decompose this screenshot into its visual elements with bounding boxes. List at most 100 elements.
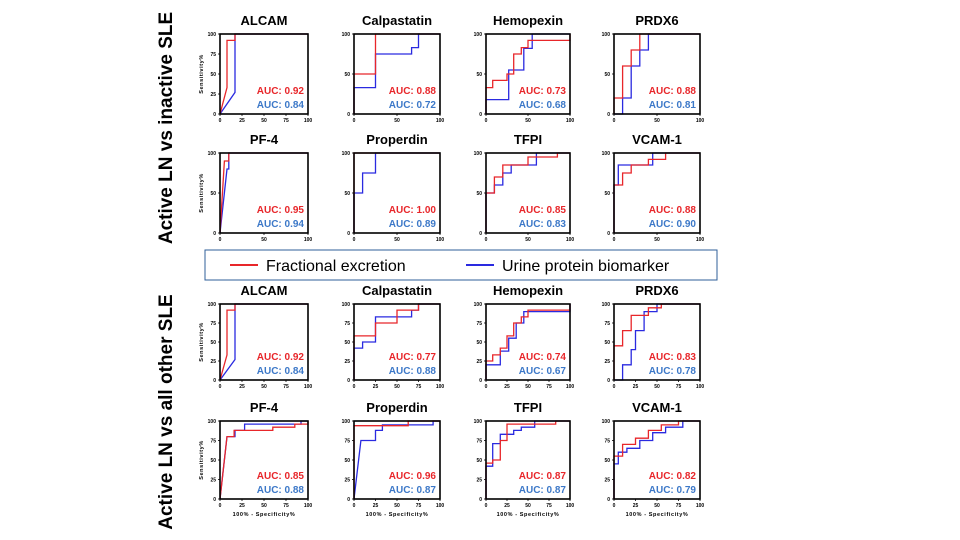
- roc-panel: Calpastatin 0 25 50 75 100 0 25 50 75 100 AUC: 0.77…: [342, 283, 445, 390]
- x-tick-label: 50: [261, 384, 267, 390]
- x-tick-label: 50: [261, 237, 267, 243]
- roc-panel: Properdin 0 50 100 0 50 100 AUC: 1.00 AUC: 0.89: [342, 132, 445, 243]
- roc-curve-urine-protein: [614, 33, 700, 115]
- auc-blue-label: AUC: 0.72: [389, 100, 437, 111]
- roc-panel: PF-4 0 25 50 75 100 0 25 50 75 100 AUC: 0.85 AUC: 0.…: [199, 400, 312, 518]
- roc-curve-urine-protein: [353, 33, 440, 114]
- auc-blue-label: AUC: 0.90: [649, 219, 697, 230]
- x-tick-label: 100: [436, 384, 445, 390]
- x-tick-label: 50: [654, 237, 660, 243]
- y-tick-label: 50: [604, 191, 610, 197]
- legend-red-label: Fractional excretion: [266, 258, 406, 275]
- x-tick-label: 0: [219, 503, 222, 509]
- auc-blue-label: AUC: 0.78: [649, 366, 697, 377]
- x-tick-label: 0: [219, 237, 222, 243]
- x-tick-label: 0: [353, 118, 356, 124]
- panel-title: ALCAM: [241, 13, 288, 28]
- auc-blue-label: AUC: 0.87: [519, 485, 567, 496]
- y-tick-label: 75: [476, 438, 482, 444]
- roc-panel: Hemopexin 0 50 100 0 50 100 AUC: 0.73 AUC: 0.68: [474, 13, 575, 124]
- panel-title: PRDX6: [635, 13, 678, 28]
- y-tick-label: 100: [342, 32, 351, 38]
- y-tick-label: 100: [208, 419, 217, 425]
- panel-title: Calpastatin: [362, 13, 432, 28]
- roc-panel: Hemopexin 0 25 50 75 100 0 25 50 75 100 AUC: 0.74 AU…: [474, 283, 575, 390]
- x-tick-label: 25: [373, 384, 379, 390]
- auc-blue-label: AUC: 0.88: [389, 366, 437, 377]
- y-tick-label: 0: [347, 497, 350, 503]
- roc-curve-fractional-excretion: [219, 421, 309, 500]
- row-label-top: Active LN vs inactive SLE: [156, 12, 177, 244]
- x-tick-label: 0: [613, 503, 616, 509]
- auc-blue-label: AUC: 0.84: [257, 366, 305, 377]
- roc-curve-fractional-excretion: [485, 152, 570, 233]
- x-tick-label: 75: [283, 503, 289, 509]
- x-tick-label: 50: [525, 118, 531, 124]
- plot-frame: [613, 303, 701, 381]
- panel-title: Properdin: [366, 132, 427, 147]
- x-tick-label: 50: [394, 384, 400, 390]
- x-tick-label: 100: [304, 503, 313, 509]
- y-tick-label: 75: [604, 321, 610, 327]
- x-tick-label: 25: [633, 384, 639, 390]
- x-tick-label: 25: [504, 384, 510, 390]
- roc-panel: TFPI 0 50 100 0 50 100 AUC: 0.85 AUC: 0.83: [474, 132, 575, 243]
- auc-blue-label: AUC: 0.87: [389, 485, 437, 496]
- x-tick-label: 0: [485, 503, 488, 509]
- auc-red-label: AUC: 0.95: [257, 205, 305, 216]
- y-tick-label: 100: [342, 302, 351, 308]
- plot-frame: [613, 33, 701, 115]
- y-tick-label: 50: [476, 72, 482, 78]
- y-tick-label: 75: [210, 52, 216, 58]
- x-tick-label: 25: [239, 503, 245, 509]
- y-tick-label: 25: [344, 359, 350, 365]
- y-axis-label: Sensitivity%: [199, 322, 205, 362]
- roc-curve-fractional-excretion: [353, 303, 440, 380]
- y-tick-label: 25: [604, 477, 610, 483]
- x-tick-label: 0: [485, 118, 488, 124]
- x-tick-label: 25: [504, 503, 510, 509]
- auc-blue-label: AUC: 0.68: [519, 100, 567, 111]
- y-tick-label: 50: [476, 191, 482, 197]
- roc-panel: ALCAM 0 25 50 75 100 0 25 50 75 100 AUC: 0.92 AUC: 0…: [199, 13, 312, 124]
- auc-red-label: AUC: 0.85: [519, 205, 567, 216]
- plot-frame: [613, 420, 701, 500]
- y-tick-label: 0: [213, 112, 216, 118]
- y-axis-label: Sensitivity%: [199, 54, 205, 94]
- y-tick-label: 0: [607, 231, 610, 237]
- y-tick-label: 75: [210, 438, 216, 444]
- panel-title: VCAM-1: [632, 132, 682, 147]
- panel-title: VCAM-1: [632, 400, 682, 415]
- panel-title: Hemopexin: [493, 13, 563, 28]
- x-axis-label: 100% - Specificity%: [366, 512, 429, 518]
- y-tick-label: 100: [474, 32, 483, 38]
- plot-frame: [485, 420, 571, 500]
- auc-red-label: AUC: 0.96: [389, 471, 437, 482]
- plot-frame: [485, 152, 571, 234]
- auc-blue-label: AUC: 0.79: [649, 485, 697, 496]
- x-tick-label: 100: [436, 118, 445, 124]
- y-tick-label: 0: [607, 497, 610, 503]
- x-axis-label: 100% - Specificity%: [626, 512, 689, 518]
- x-tick-label: 0: [613, 237, 616, 243]
- y-tick-label: 0: [347, 231, 350, 237]
- y-tick-label: 0: [213, 231, 216, 237]
- y-tick-label: 50: [344, 340, 350, 346]
- y-tick-label: 75: [604, 438, 610, 444]
- panel-title: Calpastatin: [362, 283, 432, 298]
- x-tick-label: 0: [613, 118, 616, 124]
- y-tick-label: 75: [344, 438, 350, 444]
- x-tick-label: 100: [566, 237, 575, 243]
- roc-curve-fractional-excretion: [613, 152, 700, 233]
- y-tick-label: 100: [474, 302, 483, 308]
- panel-title: Hemopexin: [493, 283, 563, 298]
- y-tick-label: 0: [479, 378, 482, 384]
- y-tick-label: 50: [476, 340, 482, 346]
- plot-frame: [613, 152, 701, 234]
- x-tick-label: 0: [353, 237, 356, 243]
- auc-red-label: AUC: 0.88: [389, 86, 437, 97]
- plot-frame: [219, 420, 309, 500]
- panel-title: TFPI: [514, 400, 542, 415]
- y-tick-label: 0: [479, 112, 482, 118]
- plot-frame: [485, 33, 571, 115]
